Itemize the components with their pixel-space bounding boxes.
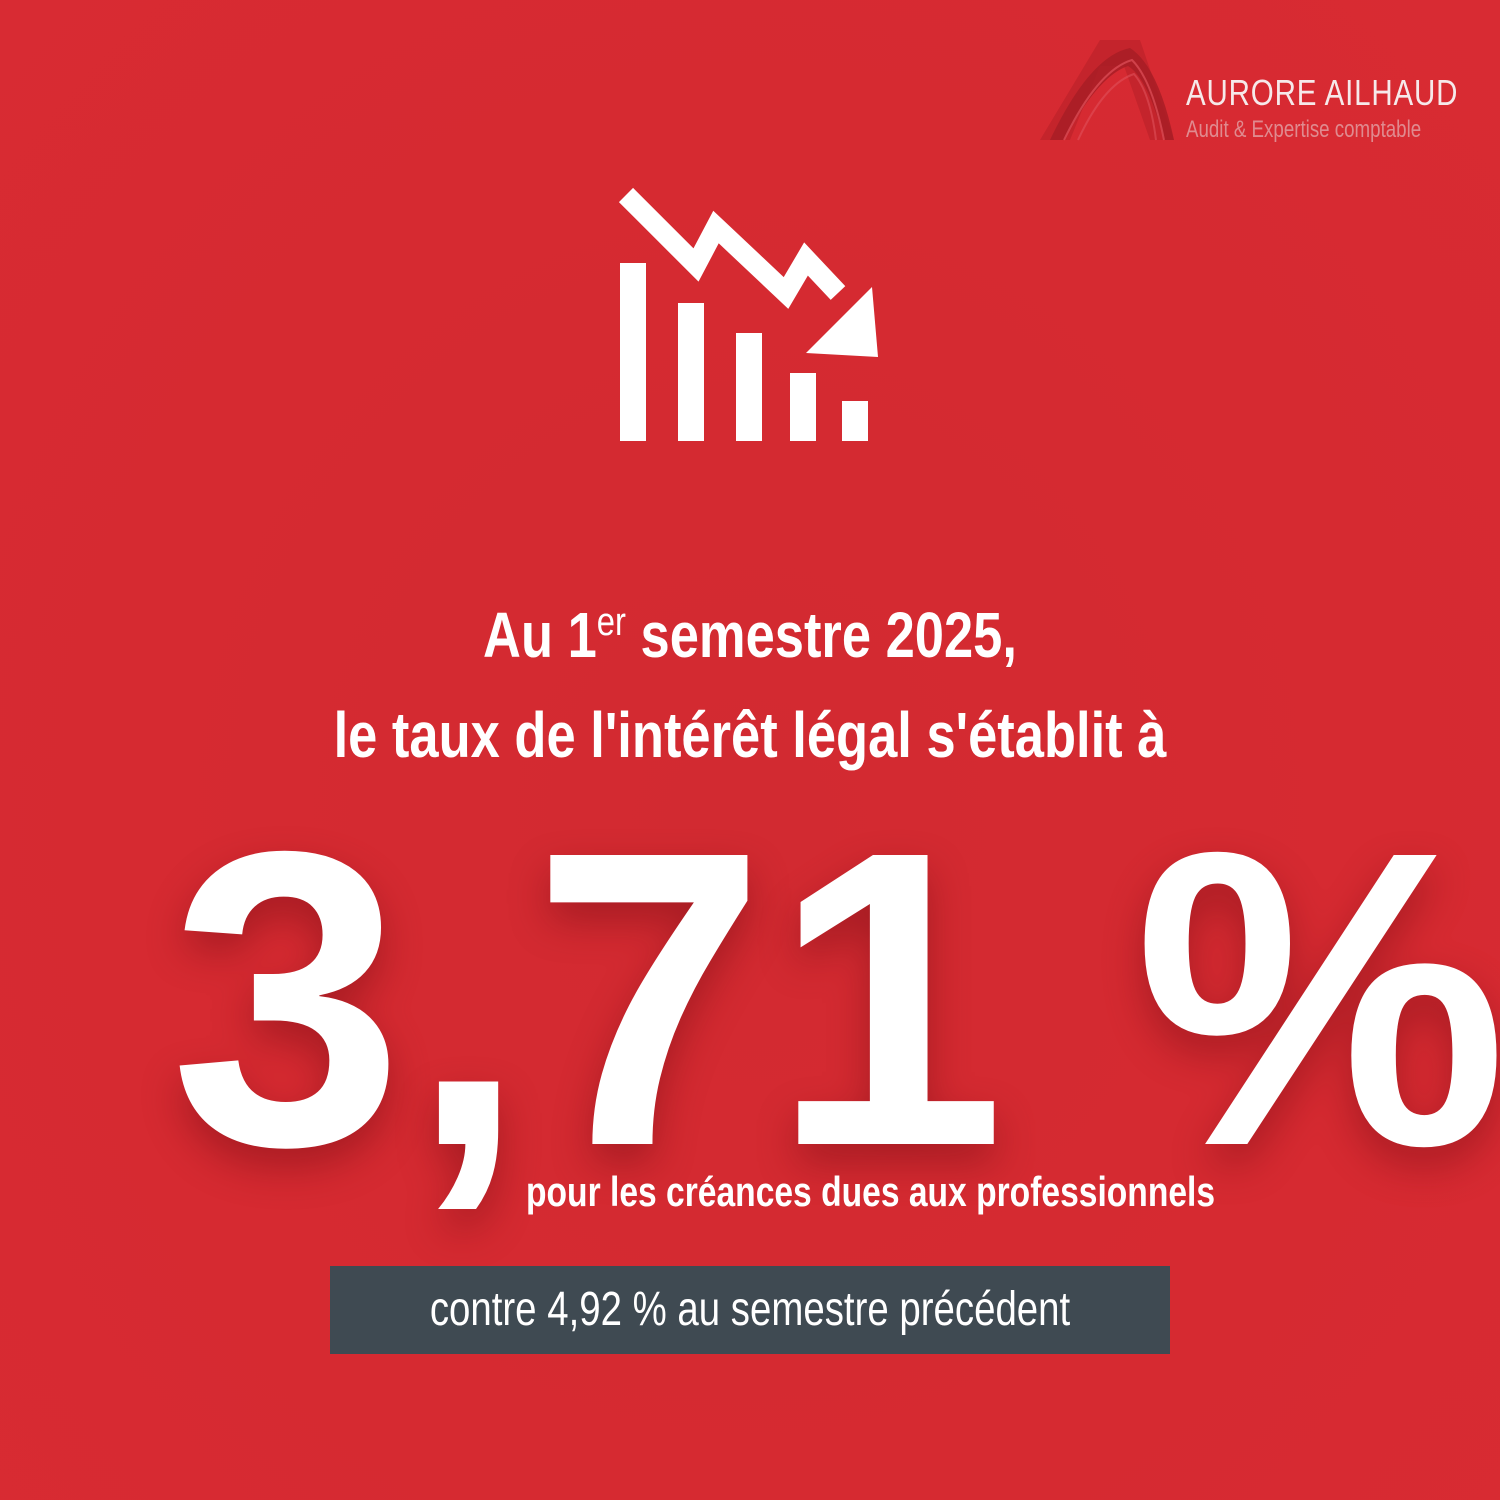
headline-line-1: Au 1er semestre 2025, — [135, 585, 1365, 685]
headline-line-1-prefix: Au 1 — [483, 599, 597, 671]
comparison-box: contre 4,92 % au semestre précédent — [330, 1266, 1170, 1354]
rate-value: 3,71 % — [170, 765, 1500, 1234]
downward-trend-chart-icon — [618, 187, 878, 441]
headline-line-1-suffix: semestre 2025, — [625, 599, 1017, 671]
rate-subtitle: pour les créances dues aux professionnel… — [526, 1168, 1216, 1215]
stylized-a-logo-icon — [1040, 40, 1174, 141]
headline-line-2: le taux de l'intérêt légal s'établit à — [333, 699, 1167, 771]
comparison-text: contre 4,92 % au semestre précédent — [429, 1283, 1071, 1336]
headline: Au 1er semestre 2025, le taux de l'intér… — [0, 585, 1500, 785]
headline-superscript: er — [596, 600, 626, 644]
brand-tagline: Audit & Expertise comptable — [1186, 116, 1422, 143]
brand-logo: AURORE AILHAUD Audit & Expertise comptab… — [1040, 36, 1480, 146]
brand-name: AURORE AILHAUD — [1186, 72, 1459, 113]
